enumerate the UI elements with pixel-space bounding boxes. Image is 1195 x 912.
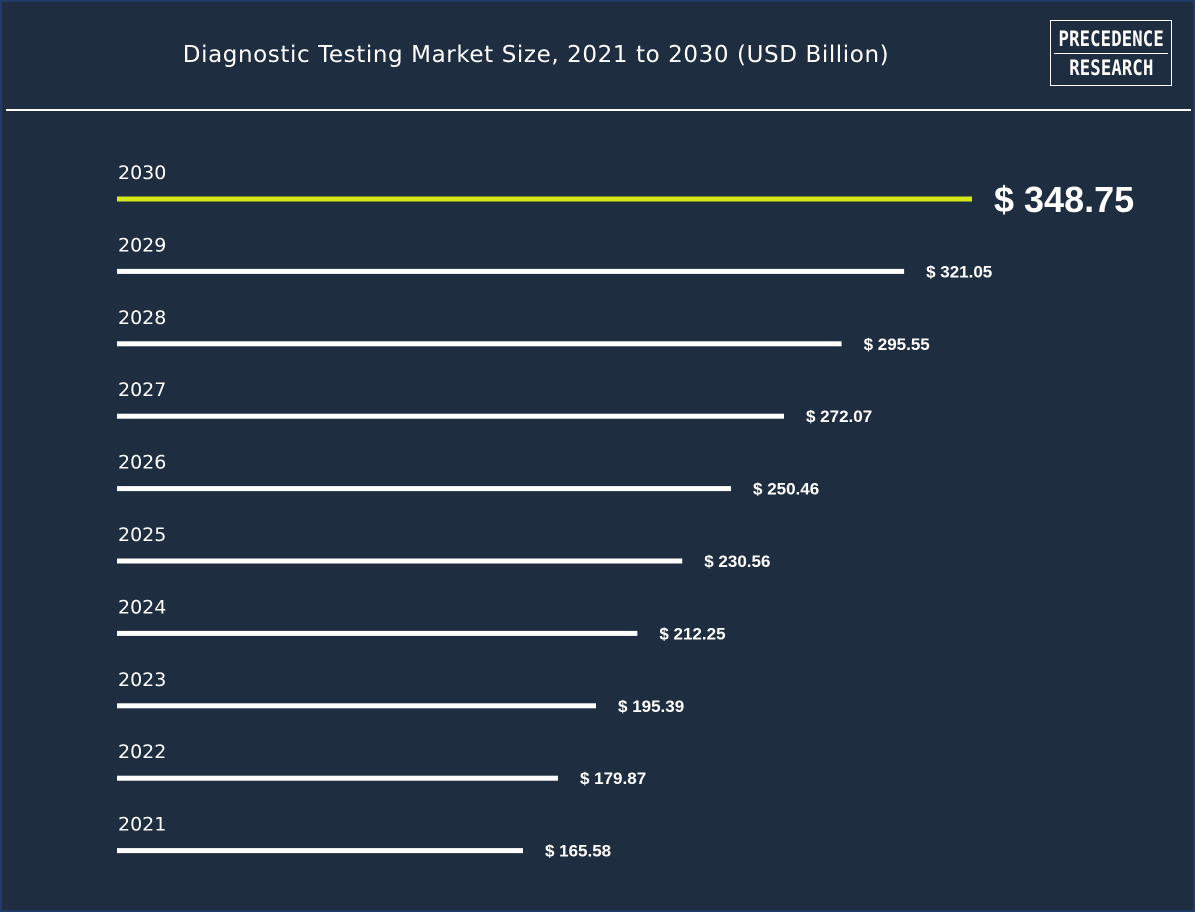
logo-divider xyxy=(1054,52,1168,54)
year-label-2024: 2024 xyxy=(118,596,166,618)
bar-2029 xyxy=(117,268,905,274)
brand-logo: PRECEDENCE RESEARCH xyxy=(1050,20,1172,86)
value-label-2021: $ 165.58 xyxy=(545,842,611,861)
chart-title: Diagnostic Testing Market Size, 2021 to … xyxy=(182,42,890,68)
bar-2026 xyxy=(117,486,732,492)
year-label-2029: 2029 xyxy=(118,234,166,256)
year-label-2027: 2027 xyxy=(118,379,166,401)
header-divider xyxy=(6,109,1191,111)
value-label-2030: $ 348.75 xyxy=(994,179,1134,220)
year-label-2022: 2022 xyxy=(118,741,166,763)
year-label-2026: 2026 xyxy=(118,452,166,474)
value-label-2022: $ 179.87 xyxy=(580,769,646,788)
value-label-2028: $ 295.55 xyxy=(864,335,930,354)
logo-line-2: RESEARCH xyxy=(1068,55,1154,80)
value-label-2025: $ 230.56 xyxy=(704,552,770,571)
value-label-2023: $ 195.39 xyxy=(618,697,684,716)
logo-line-1: PRECEDENCE xyxy=(1058,26,1164,51)
year-label-2030: 2030 xyxy=(118,162,166,184)
year-label-2023: 2023 xyxy=(118,669,166,691)
year-label-2021: 2021 xyxy=(118,814,166,836)
bar-2030 xyxy=(117,196,972,202)
bar-2025 xyxy=(117,558,683,564)
bar-2028 xyxy=(117,341,842,347)
value-label-2026: $ 250.46 xyxy=(753,480,819,499)
bar-2021 xyxy=(117,848,523,854)
bar-2027 xyxy=(117,413,785,419)
bar-2022 xyxy=(117,775,558,781)
bar-2023 xyxy=(117,703,597,709)
year-label-2025: 2025 xyxy=(118,524,166,546)
value-label-2029: $ 321.05 xyxy=(926,262,992,281)
year-label-2028: 2028 xyxy=(118,307,166,329)
value-label-2024: $ 212.25 xyxy=(659,624,725,643)
value-label-2027: $ 272.07 xyxy=(806,407,872,426)
bar-2024 xyxy=(117,630,638,636)
